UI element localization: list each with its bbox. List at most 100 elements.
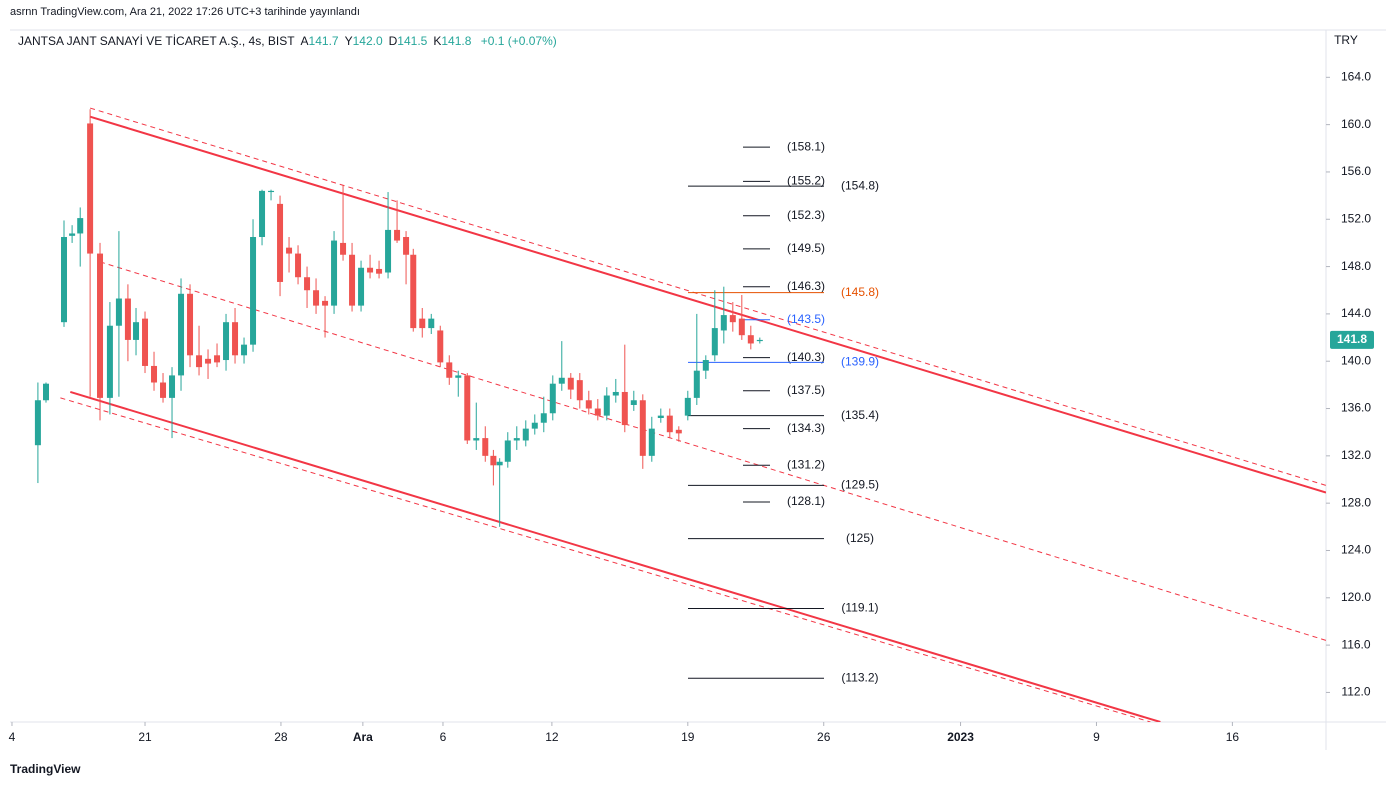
candle-body (720, 315, 727, 331)
candle-body (169, 375, 176, 398)
y-tick-label: 148.0 (1341, 259, 1371, 273)
level-label: (145.8) (841, 285, 879, 299)
candle-body (482, 438, 489, 456)
candle-body (428, 318, 435, 329)
candle-body (259, 190, 266, 238)
level-label: (140.3) (787, 350, 825, 364)
y-tick-label: 120.0 (1341, 590, 1371, 604)
candle-body (711, 328, 718, 356)
candle-body (331, 240, 338, 306)
candle-body (106, 325, 113, 398)
candle-body (446, 362, 453, 378)
candle-body (576, 380, 583, 401)
candle-body (77, 218, 84, 234)
y-tick-label: 156.0 (1341, 164, 1371, 178)
trendline (89, 107, 1326, 486)
candle-body (437, 330, 444, 363)
candle-body (675, 429, 682, 434)
x-tick-label: 26 (817, 730, 831, 744)
trendline (89, 115, 1326, 494)
x-tick-label: 28 (274, 730, 288, 744)
candle-body (464, 375, 471, 441)
x-tick-label: 2023 (947, 730, 974, 744)
candle-body (322, 300, 329, 306)
level-label: (143.5) (787, 312, 825, 326)
candle-body (558, 377, 565, 384)
level-label: (125) (846, 531, 874, 545)
candle-body (69, 233, 76, 236)
candle-body (376, 268, 383, 274)
candle-body (277, 203, 284, 282)
ohlc-value: 142.0 (352, 34, 383, 48)
x-tick-label: 9 (1093, 730, 1100, 744)
candle-body (313, 290, 320, 306)
level-label: (139.9) (841, 355, 879, 369)
candle-body (151, 365, 158, 383)
candle-body (43, 383, 50, 401)
candle-body (747, 335, 754, 344)
candle-body (455, 375, 462, 378)
candle-body (612, 391, 619, 396)
candle-body (419, 318, 426, 329)
candle-body (657, 415, 664, 418)
candle-body (214, 355, 221, 363)
level-label: (149.5) (787, 241, 825, 255)
candle-body (394, 229, 401, 241)
ohlc-legend: A141.7 Y142.0 D141.5 K141.8 (295, 34, 472, 48)
candle-body (97, 253, 104, 398)
candle-body (196, 355, 203, 368)
y-tick-label: 164.0 (1341, 69, 1371, 83)
y-tick-label: 116.0 (1341, 637, 1370, 651)
candle-body (403, 237, 410, 255)
candle-body (115, 298, 122, 326)
candle-body (756, 339, 763, 342)
candle-body (496, 461, 503, 466)
candle-body (531, 422, 538, 429)
candle-body (648, 428, 655, 456)
candle-body (295, 253, 302, 278)
ohlc-key: Y (344, 34, 353, 48)
x-tick-label: 12 (545, 730, 559, 744)
x-tick-label: 21 (138, 730, 152, 744)
x-tick-label: 6 (440, 730, 447, 744)
y-tick-label: 128.0 (1341, 495, 1371, 509)
trendline (70, 391, 1161, 722)
symbol-legend: JANTSA JANT SANAYİ VE TİCARET A.Ş., 4s, … (18, 34, 557, 48)
candle-body (367, 267, 374, 273)
x-tick-label: 4 (9, 730, 16, 744)
candle-body (124, 298, 131, 340)
candle-body (639, 400, 646, 456)
candle-body (630, 400, 637, 405)
candle-body (87, 123, 94, 254)
level-label: (135.4) (841, 408, 879, 422)
ohlc-key: A (300, 34, 309, 48)
candle-body (340, 242, 347, 255)
candle-body (684, 397, 691, 416)
candle-body (223, 322, 230, 361)
candle-body (61, 237, 68, 323)
x-tick-label: 16 (1226, 730, 1240, 744)
level-label: (119.1) (841, 601, 878, 615)
candle-body (349, 254, 356, 306)
x-tick-label: 19 (681, 730, 695, 744)
level-label: (146.3) (787, 279, 825, 293)
candle-body (540, 413, 547, 423)
level-label: (134.3) (787, 421, 825, 435)
y-tick-label: 144.0 (1341, 306, 1371, 320)
candle-body (567, 377, 574, 390)
candle-body (693, 370, 700, 398)
candle-body (738, 318, 745, 336)
brand: TradingView (10, 762, 81, 776)
candle-body (585, 400, 592, 409)
level-label: (129.5) (841, 478, 879, 492)
level-label: (154.8) (841, 178, 879, 192)
candle-body (304, 277, 311, 291)
candle-body (594, 408, 601, 416)
y-tick-label: 112.0 (1341, 685, 1370, 699)
change: +0.1 (+0.07%) (480, 34, 557, 48)
candle-body (702, 360, 709, 371)
candle-body (250, 237, 257, 345)
y-tick-label: 124.0 (1341, 543, 1371, 557)
candle-body (513, 438, 520, 441)
